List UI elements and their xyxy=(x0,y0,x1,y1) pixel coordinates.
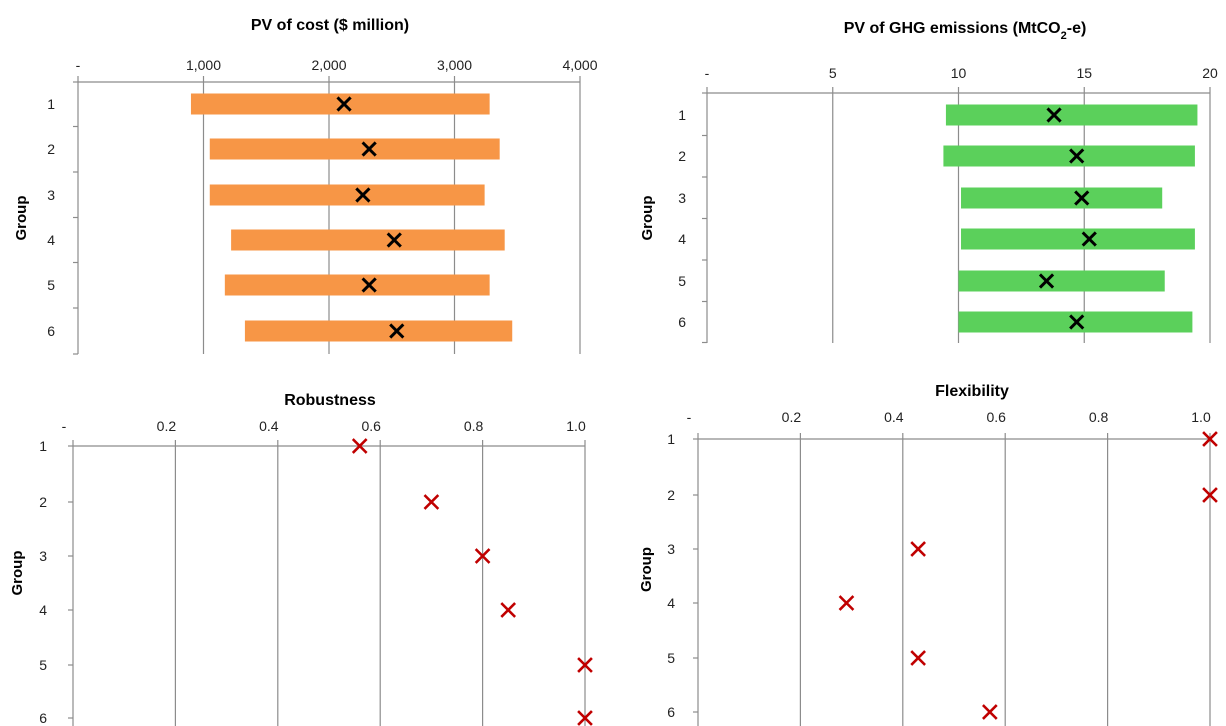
category-label: 2 xyxy=(47,141,55,157)
range-bar xyxy=(943,145,1195,167)
category-label: 1 xyxy=(667,431,675,447)
range-bar xyxy=(958,270,1165,292)
chart-title: PV of cost ($ million) xyxy=(251,17,409,34)
data-point xyxy=(982,704,998,720)
category-label: 3 xyxy=(678,190,686,206)
marker-cross xyxy=(336,96,352,112)
x-tick-label: 1,000 xyxy=(186,57,221,73)
data-point xyxy=(577,710,593,726)
data-point xyxy=(351,438,368,454)
marker-cross xyxy=(389,323,405,339)
x-tick-label: 0.8 xyxy=(1089,409,1109,425)
range-bar xyxy=(209,138,500,160)
marker-cross xyxy=(1069,314,1085,330)
marker-cross xyxy=(1046,107,1062,123)
category-label: 5 xyxy=(678,273,686,289)
marker-cross xyxy=(355,187,371,203)
x-tick-label: 0.6 xyxy=(361,418,381,434)
chart-title-tail: -e) xyxy=(1067,20,1087,37)
chart-title: Robustness xyxy=(284,392,376,409)
category-label: 3 xyxy=(39,548,47,564)
x-tick-label: 2,000 xyxy=(311,57,346,73)
data-point xyxy=(577,657,593,673)
x-tick-label: 0.4 xyxy=(259,418,279,434)
y-axis-label: Group xyxy=(9,551,26,596)
x-tick-label: - xyxy=(62,418,67,434)
x-tick-label: 3,000 xyxy=(437,57,472,73)
y-axis-label: Group xyxy=(639,196,656,241)
range-bar xyxy=(961,228,1195,250)
marker-cross xyxy=(361,141,377,157)
category-label: 4 xyxy=(678,231,686,247)
x-tick-label: 1.0 xyxy=(566,418,586,434)
category-label: 1 xyxy=(47,96,55,112)
x-tick-label: 0.6 xyxy=(986,409,1006,425)
marker-cross xyxy=(1038,273,1055,289)
data-point xyxy=(500,602,517,618)
category-label: 6 xyxy=(47,323,55,339)
category-label: 2 xyxy=(678,148,686,164)
category-label: 3 xyxy=(667,541,675,557)
x-tick-label: 15 xyxy=(1076,65,1092,81)
marker-cross xyxy=(1081,231,1097,247)
category-label: 2 xyxy=(39,494,47,510)
marker-cross xyxy=(1074,190,1090,206)
range-bar xyxy=(231,229,505,251)
category-label: 1 xyxy=(678,107,686,123)
chart-panel-1: PV of cost ($ million) - 1,000 2,000 3,000 4,… xyxy=(13,17,598,355)
data-point xyxy=(474,548,491,564)
data-point xyxy=(423,494,440,510)
range-bar xyxy=(945,104,1198,126)
chart-title: Flexibility xyxy=(935,383,1009,400)
x-tick-label: - xyxy=(705,65,710,81)
range-bar xyxy=(224,274,490,296)
range-bar xyxy=(209,184,485,206)
y-axis-label: Group xyxy=(638,547,655,592)
marker-cross xyxy=(1069,148,1085,164)
range-bar xyxy=(190,93,490,115)
category-label: 5 xyxy=(667,650,675,666)
marker-cross xyxy=(386,232,402,248)
data-point xyxy=(838,595,855,611)
x-tick-label: 20 xyxy=(1202,65,1218,81)
category-label: 4 xyxy=(39,602,47,618)
x-tick-label: 0.2 xyxy=(782,409,802,425)
category-label: 3 xyxy=(47,187,55,203)
category-label: 6 xyxy=(39,710,47,726)
data-point xyxy=(1202,487,1218,503)
chart-title-subscript: 2 xyxy=(1061,30,1067,42)
x-tick-label: 0.4 xyxy=(884,409,904,425)
y-axis-label: Group xyxy=(13,196,30,241)
chart-panel-3: Robustness - 0.2 0.4 0.6 0.8 1.0 Group 1 2 3 4 5 6 xyxy=(9,392,593,726)
chart-title: PV of GHG emissions (MtCO2-e) xyxy=(844,20,1087,42)
data-point xyxy=(910,541,926,557)
range-bar xyxy=(961,187,1163,209)
chart-panel-4: Flexibility - 0.2 0.4 0.6 0.8 1.0 Group 1 2 3 4 5 6 xyxy=(638,383,1218,726)
x-tick-label: 10 xyxy=(951,65,967,81)
x-tick-label: 4,000 xyxy=(562,57,597,73)
x-tick-label: 0.2 xyxy=(157,418,177,434)
category-label: 5 xyxy=(39,657,47,673)
category-label: 4 xyxy=(667,595,675,611)
category-label: 4 xyxy=(47,232,55,248)
x-tick-label: - xyxy=(76,57,81,73)
category-label: 2 xyxy=(667,487,675,503)
marker-cross xyxy=(361,277,377,293)
category-label: 1 xyxy=(39,438,47,454)
x-tick-label: 5 xyxy=(829,65,837,81)
category-label: 6 xyxy=(667,704,675,720)
chart-panel-2: PV of GHG emissions (MtCO2-e)- 5 10 15 20Gro… xyxy=(639,20,1218,344)
category-label: 5 xyxy=(47,277,55,293)
data-point xyxy=(910,650,926,666)
data-point xyxy=(1202,431,1218,447)
range-bar xyxy=(244,320,513,342)
category-label: 6 xyxy=(678,314,686,330)
x-tick-label: 0.8 xyxy=(464,418,484,434)
x-tick-label: 1.0 xyxy=(1191,409,1211,425)
x-tick-label: - xyxy=(687,409,692,425)
